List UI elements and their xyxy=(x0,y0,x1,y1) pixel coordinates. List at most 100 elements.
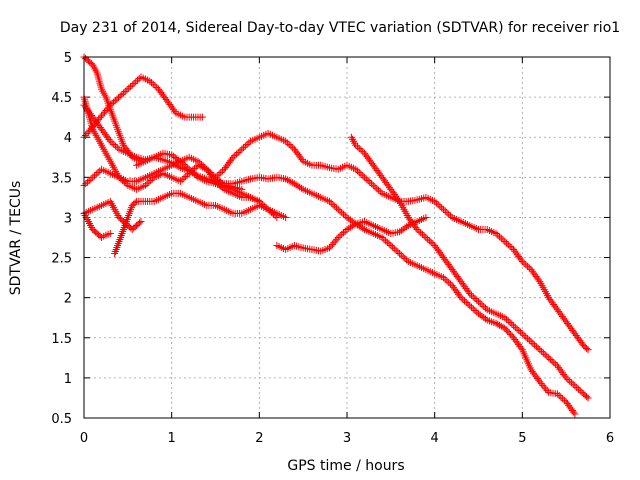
data-point xyxy=(178,176,186,184)
data-point xyxy=(436,202,444,210)
data-point xyxy=(168,159,176,167)
x-axis-label: GPS time / hours xyxy=(287,458,404,474)
data-point xyxy=(464,300,472,308)
data-point xyxy=(118,91,126,99)
data-point xyxy=(121,87,129,95)
data-point xyxy=(141,181,149,189)
data-point xyxy=(112,142,120,150)
data-point xyxy=(282,137,290,145)
data-point xyxy=(394,248,402,256)
x-tick-label: 3 xyxy=(343,431,351,446)
data-point xyxy=(578,388,586,396)
data-point xyxy=(466,302,474,310)
data-point xyxy=(99,110,107,118)
data-point xyxy=(189,169,197,177)
data-point xyxy=(446,212,454,220)
data-point xyxy=(567,379,575,387)
data-point xyxy=(560,396,568,404)
series-arc-10 xyxy=(212,129,592,354)
data-point xyxy=(480,314,488,322)
data-point xyxy=(208,170,216,178)
plot-frame xyxy=(83,56,611,419)
y-tick-label: 4 xyxy=(64,131,72,146)
data-point xyxy=(126,83,134,91)
y-axis-label: SDTVAR / TECUs xyxy=(8,181,24,296)
data-point xyxy=(169,152,177,160)
data-point xyxy=(105,136,113,144)
y-tick-label: 4.5 xyxy=(51,91,72,106)
data-point xyxy=(583,344,591,352)
data-point xyxy=(482,315,490,323)
data-point xyxy=(98,112,106,120)
data-point xyxy=(359,148,367,156)
data-point xyxy=(111,97,119,105)
data-point xyxy=(478,312,486,320)
data-point xyxy=(173,155,181,163)
data-point xyxy=(341,212,349,220)
y-tick-label: 5 xyxy=(64,51,72,66)
data-point xyxy=(236,147,244,155)
data-point xyxy=(467,291,475,299)
data-point xyxy=(243,140,251,148)
y-tick-label: 2.5 xyxy=(51,252,72,267)
data-point xyxy=(535,276,543,284)
data-point xyxy=(135,75,143,83)
data-point xyxy=(282,213,290,221)
data-point xyxy=(297,184,305,192)
data-point xyxy=(343,213,351,221)
data-point xyxy=(564,375,572,383)
data-point xyxy=(570,408,578,416)
data-point xyxy=(492,229,500,237)
data-point xyxy=(355,144,363,152)
data-point xyxy=(240,144,248,152)
data-point xyxy=(94,169,102,177)
data-point xyxy=(331,237,339,245)
data-point xyxy=(348,222,356,230)
data-point xyxy=(113,144,121,152)
data-point xyxy=(83,130,91,138)
data-point xyxy=(584,394,592,402)
data-point xyxy=(143,180,151,188)
data-point xyxy=(347,223,355,231)
data-point xyxy=(504,327,512,335)
data-point xyxy=(537,380,545,388)
data-point xyxy=(534,344,542,352)
data-point xyxy=(446,280,454,288)
data-point xyxy=(529,339,537,347)
data-point xyxy=(231,152,239,160)
data-point xyxy=(194,157,202,165)
data-point xyxy=(339,229,347,237)
data-point xyxy=(201,164,209,172)
data-point xyxy=(385,240,393,248)
data-point xyxy=(511,323,519,331)
data-point xyxy=(475,298,482,306)
data-point xyxy=(137,217,145,225)
data-point xyxy=(373,185,381,193)
data-point xyxy=(518,258,526,266)
data-point xyxy=(238,145,246,153)
data-point xyxy=(438,204,446,212)
data-point xyxy=(108,100,116,108)
data-point xyxy=(390,245,398,253)
data-point xyxy=(459,295,467,303)
data-point xyxy=(87,175,95,183)
data-point xyxy=(480,302,488,310)
x-tick-label: 6 xyxy=(606,431,614,446)
data-point xyxy=(339,210,347,218)
data-point xyxy=(375,186,383,194)
data-point xyxy=(359,224,367,232)
data-point xyxy=(496,321,504,329)
data-point xyxy=(362,175,370,183)
data-point xyxy=(539,349,547,357)
data-point xyxy=(233,150,241,158)
data-point xyxy=(219,167,227,175)
data-point xyxy=(146,77,154,85)
data-point xyxy=(422,234,430,241)
data-point xyxy=(285,140,293,148)
data-point xyxy=(245,139,253,147)
data-point xyxy=(545,354,553,362)
data-point xyxy=(443,209,451,217)
data-point xyxy=(330,239,338,247)
data-point xyxy=(403,223,411,231)
